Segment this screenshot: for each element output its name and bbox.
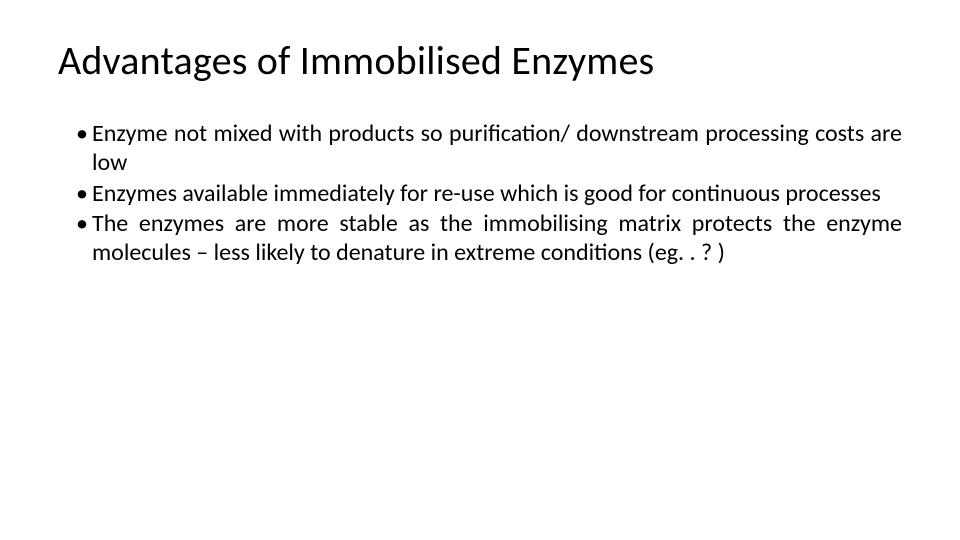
slide: Advantages of Immobilised Enzymes Enzyme… (0, 0, 960, 540)
list-item: Enzyme not mixed with products so purifi… (76, 119, 902, 178)
list-item: The enzymes are more stable as the immob… (76, 209, 902, 268)
list-item: Enzymes available immediately for re-use… (76, 179, 902, 208)
bullet-list: Enzyme not mixed with products so purifi… (58, 119, 902, 267)
slide-title: Advantages of Immobilised Enzymes (58, 36, 902, 85)
